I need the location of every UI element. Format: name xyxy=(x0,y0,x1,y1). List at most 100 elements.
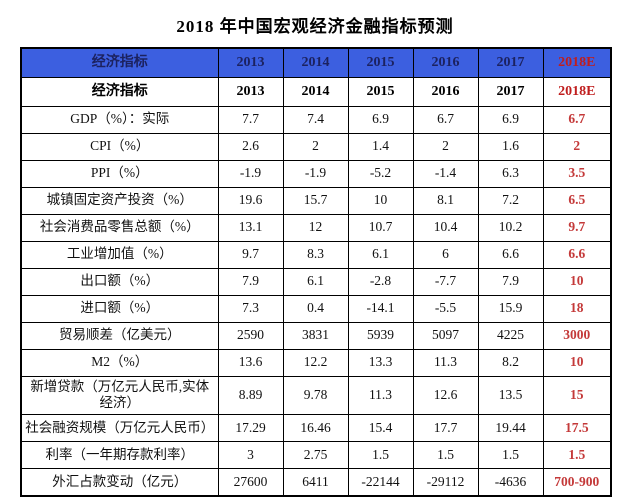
forecast-cell: 10 xyxy=(542,348,612,377)
value-cell: 12.2 xyxy=(282,348,349,377)
value-cell: 8.1 xyxy=(412,186,479,215)
value-cell: 9.78 xyxy=(282,375,349,416)
value-cell: 12 xyxy=(282,213,349,242)
value-cell: 5939 xyxy=(347,321,414,350)
value-cell: 4225 xyxy=(477,321,544,350)
value-cell: 6.7 xyxy=(412,105,479,134)
row-label: 社会消费品零售总额（%） xyxy=(20,213,219,242)
value-cell: 19.6 xyxy=(217,186,284,215)
table-row: M2（%） 13.6 12.2 13.3 11.3 8.2 10 xyxy=(20,348,612,377)
value-cell: 10.2 xyxy=(477,213,544,242)
row-label: 利率（一年期存款利率） xyxy=(20,441,219,470)
value-cell: 5097 xyxy=(412,321,479,350)
value-cell: 19.44 xyxy=(477,414,544,443)
table-row: 社会融资规模（万亿元人民币） 17.29 16.46 15.4 17.7 19.… xyxy=(20,414,612,443)
value-cell: 7.4 xyxy=(282,105,349,134)
value-cell: -5.2 xyxy=(347,159,414,188)
value-cell: 7.9 xyxy=(477,267,544,296)
header-cell-2014: 2014 xyxy=(282,47,349,78)
row-label: 出口额（%） xyxy=(20,267,219,296)
value-cell: 8.3 xyxy=(282,240,349,269)
value-cell: 8.2 xyxy=(477,348,544,377)
value-cell: -2.8 xyxy=(347,267,414,296)
value-cell: 7.3 xyxy=(217,294,284,323)
row-label: 外汇占款变动（亿元） xyxy=(20,468,219,497)
value-cell: 27600 xyxy=(217,468,284,497)
forecast-cell: 6.5 xyxy=(542,186,612,215)
forecast-cell: 9.7 xyxy=(542,213,612,242)
forecast-cell: 15 xyxy=(542,375,612,416)
value-cell: 13.5 xyxy=(477,375,544,416)
row-label: 贸易顺差（亿美元） xyxy=(20,321,219,350)
forecast-cell: 6.7 xyxy=(542,105,612,134)
header-row-white: 经济指标 2013 2014 2015 2016 2017 2018E xyxy=(20,76,612,107)
value-cell: -4636 xyxy=(477,468,544,497)
value-cell: 13.3 xyxy=(347,348,414,377)
row-label: CPI（%） xyxy=(20,132,219,161)
value-cell: 7.7 xyxy=(217,105,284,134)
value-cell: 6 xyxy=(412,240,479,269)
value-cell: 1.4 xyxy=(347,132,414,161)
header-cell-2017: 2017 xyxy=(477,47,544,78)
value-cell: 2 xyxy=(282,132,349,161)
value-cell: -1.9 xyxy=(282,159,349,188)
value-cell: -1.4 xyxy=(412,159,479,188)
value-cell: 17.29 xyxy=(217,414,284,443)
value-cell: 6.1 xyxy=(282,267,349,296)
value-cell: 9.7 xyxy=(217,240,284,269)
table-row: 社会消费品零售总额（%） 13.1 12 10.7 10.4 10.2 9.7 xyxy=(20,213,612,242)
value-cell: 6.3 xyxy=(477,159,544,188)
value-cell: 1.5 xyxy=(477,441,544,470)
header-cell-2018e: 2018E xyxy=(542,76,612,107)
forecast-cell: 1.5 xyxy=(542,441,612,470)
forecast-cell: 700-900 xyxy=(542,468,612,497)
value-cell: -29112 xyxy=(412,468,479,497)
table-row: 利率（一年期存款利率） 3 2.75 1.5 1.5 1.5 1.5 xyxy=(20,441,612,470)
value-cell: -7.7 xyxy=(412,267,479,296)
value-cell: 7.2 xyxy=(477,186,544,215)
table-row: 贸易顺差（亿美元） 2590 3831 5939 5097 4225 3000 xyxy=(20,321,612,350)
row-label: PPI（%） xyxy=(20,159,219,188)
value-cell: -14.1 xyxy=(347,294,414,323)
header-cell-2013: 2013 xyxy=(217,76,284,107)
table-row: GDP（%）：实际 7.7 7.4 6.9 6.7 6.9 6.7 xyxy=(20,105,612,134)
table-row: 工业增加值（%） 9.7 8.3 6.1 6 6.6 6.6 xyxy=(20,240,612,269)
header-row-blue: 经济指标 2013 2014 2015 2016 2017 2018E xyxy=(20,47,612,78)
header-cell-2017: 2017 xyxy=(477,76,544,107)
value-cell: 13.6 xyxy=(217,348,284,377)
value-cell: 10.7 xyxy=(347,213,414,242)
value-cell: 0.4 xyxy=(282,294,349,323)
value-cell: 1.5 xyxy=(347,441,414,470)
value-cell: 11.3 xyxy=(347,375,414,416)
header-cell-2018e: 2018E xyxy=(542,47,612,78)
header-cell-2016: 2016 xyxy=(412,76,479,107)
header-cell-2016: 2016 xyxy=(412,47,479,78)
value-cell: 10.4 xyxy=(412,213,479,242)
value-cell: 6.9 xyxy=(347,105,414,134)
value-cell: 11.3 xyxy=(412,348,479,377)
page-title: 2018 年中国宏观经济金融指标预测 xyxy=(176,17,454,36)
row-label: M2（%） xyxy=(20,348,219,377)
value-cell: 1.5 xyxy=(412,441,479,470)
forecast-cell: 18 xyxy=(542,294,612,323)
row-label: 城镇固定资产投资（%） xyxy=(20,186,219,215)
table-row: 出口额（%） 7.9 6.1 -2.8 -7.7 7.9 10 xyxy=(20,267,612,296)
row-label: GDP（%）：实际 xyxy=(20,105,219,134)
value-cell: 1.6 xyxy=(477,132,544,161)
value-cell: 2 xyxy=(412,132,479,161)
row-label: 新增贷款（万亿元人民币,实体经济） xyxy=(20,375,219,416)
row-label: 进口额（%） xyxy=(20,294,219,323)
value-cell: 3 xyxy=(217,441,284,470)
value-cell: -5.5 xyxy=(412,294,479,323)
header-cell-2015: 2015 xyxy=(347,47,414,78)
row-label: 工业增加值（%） xyxy=(20,240,219,269)
value-cell: 17.7 xyxy=(412,414,479,443)
value-cell: -22144 xyxy=(347,468,414,497)
value-cell: 10 xyxy=(347,186,414,215)
value-cell: 7.9 xyxy=(217,267,284,296)
value-cell: -1.9 xyxy=(217,159,284,188)
row-label: 社会融资规模（万亿元人民币） xyxy=(20,414,219,443)
table-row: PPI（%） -1.9 -1.9 -5.2 -1.4 6.3 3.5 xyxy=(20,159,612,188)
forecast-cell: 6.6 xyxy=(542,240,612,269)
forecast-cell: 17.5 xyxy=(542,414,612,443)
